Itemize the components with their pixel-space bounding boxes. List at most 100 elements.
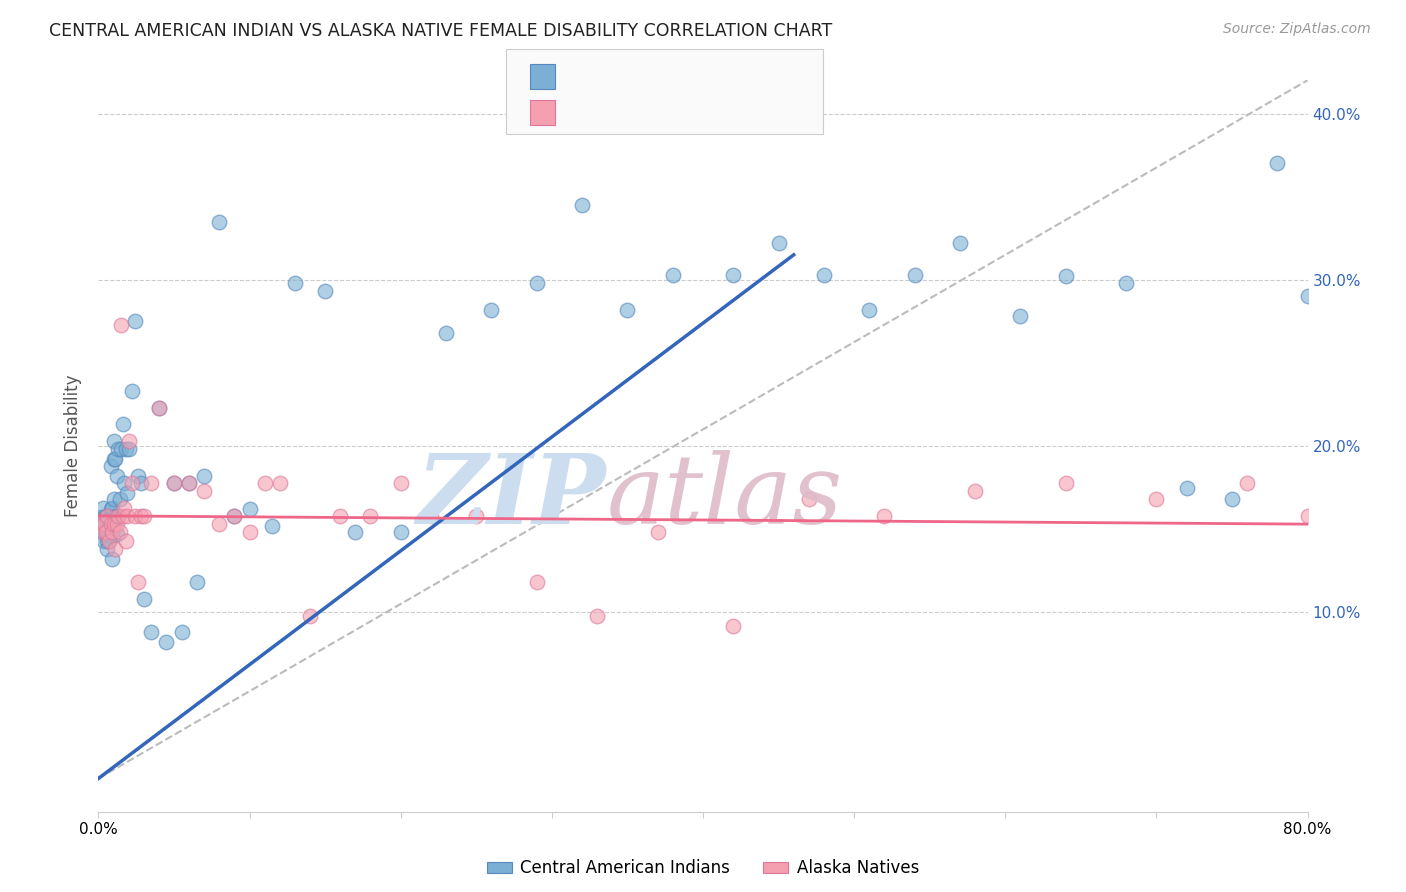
Point	[96, 508, 118, 523]
Point	[1236, 475, 1258, 490]
Point	[104, 542, 127, 557]
Point	[100, 517, 122, 532]
Point	[314, 285, 336, 299]
Point	[107, 442, 129, 457]
Point	[344, 525, 367, 540]
Text: Source: ZipAtlas.com: Source: ZipAtlas.com	[1223, 22, 1371, 37]
Point	[121, 384, 143, 398]
Point	[111, 508, 134, 523]
Text: N =: N =	[655, 103, 703, 121]
Point	[269, 475, 291, 490]
Text: ZIP: ZIP	[416, 450, 606, 544]
Point	[114, 442, 136, 457]
Point	[96, 542, 118, 557]
Point	[208, 517, 231, 532]
Point	[858, 302, 880, 317]
Point	[100, 458, 122, 473]
Point	[118, 442, 141, 457]
Point	[103, 452, 125, 467]
Text: CENTRAL AMERICAN INDIAN VS ALASKA NATIVE FEMALE DISABILITY CORRELATION CHART: CENTRAL AMERICAN INDIAN VS ALASKA NATIVE…	[49, 22, 832, 40]
Point	[94, 510, 117, 524]
Point	[1010, 310, 1032, 324]
Point	[105, 469, 128, 483]
Point	[1144, 492, 1167, 507]
Point	[434, 326, 457, 340]
Point	[299, 608, 322, 623]
Text: -0.018: -0.018	[606, 103, 665, 121]
Point	[526, 276, 548, 290]
Point	[224, 508, 246, 523]
Point	[661, 268, 683, 282]
Point	[141, 625, 163, 640]
Point	[132, 591, 155, 606]
Point	[110, 318, 132, 332]
Point	[155, 635, 177, 649]
Point	[90, 517, 112, 532]
Point	[104, 452, 127, 467]
Point	[91, 525, 114, 540]
Point	[91, 500, 114, 515]
Point	[170, 625, 193, 640]
Point	[104, 508, 127, 523]
Point	[94, 527, 117, 541]
Point	[94, 525, 117, 540]
Point	[224, 508, 246, 523]
Text: atlas: atlas	[606, 450, 842, 544]
Point	[107, 508, 129, 523]
Point	[105, 527, 128, 541]
Point	[208, 214, 231, 228]
Point	[112, 475, 135, 490]
Point	[107, 508, 129, 523]
Point	[389, 525, 412, 540]
Point	[262, 518, 284, 533]
Point	[132, 508, 155, 523]
Point	[112, 500, 135, 515]
Point	[98, 533, 121, 548]
Point	[186, 575, 208, 590]
Point	[873, 508, 896, 523]
Point	[105, 517, 128, 532]
Point	[239, 502, 262, 516]
Point	[1327, 508, 1350, 523]
Point	[100, 510, 122, 524]
Point	[124, 508, 146, 523]
Point	[360, 508, 382, 523]
Point	[239, 525, 262, 540]
Point	[93, 533, 115, 548]
Point	[148, 401, 170, 415]
Point	[163, 475, 186, 490]
Point	[163, 475, 186, 490]
Point	[108, 525, 131, 540]
Point	[420, 508, 443, 523]
Point	[723, 268, 745, 282]
Point	[118, 434, 141, 448]
Point	[121, 475, 143, 490]
Point	[965, 483, 987, 498]
Point	[98, 518, 121, 533]
Point	[91, 525, 114, 540]
Point	[148, 401, 170, 415]
Point	[586, 608, 609, 623]
Point	[98, 527, 121, 541]
Point	[904, 268, 927, 282]
Point	[110, 442, 132, 457]
Point	[481, 302, 503, 317]
Y-axis label: Female Disability: Female Disability	[65, 375, 83, 517]
Point	[104, 510, 127, 524]
Point	[115, 508, 138, 523]
Legend: Central American Indians, Alaska Natives: Central American Indians, Alaska Natives	[481, 853, 925, 884]
Point	[389, 475, 412, 490]
Point	[571, 198, 593, 212]
Point	[108, 492, 131, 507]
Point	[115, 485, 138, 500]
Point	[813, 268, 835, 282]
Point	[1054, 475, 1077, 490]
Point	[96, 533, 118, 548]
Point	[94, 518, 117, 533]
Point	[103, 492, 125, 507]
Point	[1341, 508, 1364, 523]
Point	[768, 236, 790, 251]
Point	[616, 302, 638, 317]
Point	[465, 508, 488, 523]
Point	[1296, 508, 1319, 523]
